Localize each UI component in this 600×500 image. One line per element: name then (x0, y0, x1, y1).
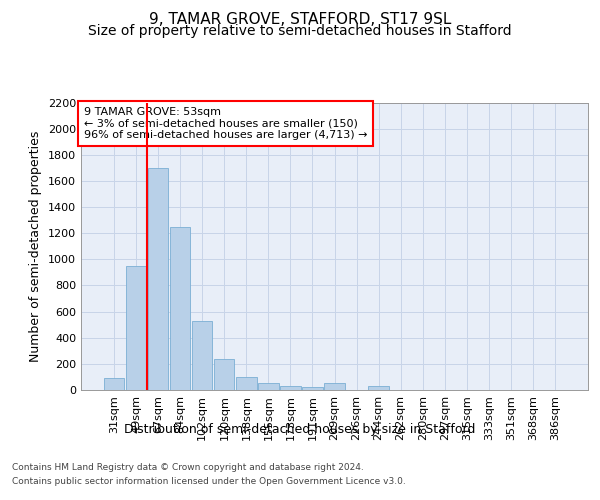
Text: Size of property relative to semi-detached houses in Stafford: Size of property relative to semi-detach… (88, 24, 512, 38)
Text: Contains public sector information licensed under the Open Government Licence v3: Contains public sector information licen… (12, 478, 406, 486)
Bar (104, 378, 124, 390)
Text: Contains HM Land Registry data © Crown copyright and database right 2024.: Contains HM Land Registry data © Crown c… (12, 462, 364, 471)
Bar (236, 377, 257, 390)
Bar (214, 358, 235, 390)
Bar (148, 168, 169, 390)
Bar (368, 386, 389, 390)
Bar (170, 226, 190, 390)
Bar (126, 266, 146, 390)
Bar (280, 386, 301, 390)
Text: Distribution of semi-detached houses by size in Stafford: Distribution of semi-detached houses by … (124, 422, 476, 436)
Text: 9, TAMAR GROVE, STAFFORD, ST17 9SL: 9, TAMAR GROVE, STAFFORD, ST17 9SL (149, 12, 451, 28)
Y-axis label: Number of semi-detached properties: Number of semi-detached properties (29, 130, 43, 362)
Bar (302, 388, 323, 390)
Bar (192, 320, 212, 390)
Bar (325, 384, 344, 390)
Text: 9 TAMAR GROVE: 53sqm
← 3% of semi-detached houses are smaller (150)
96% of semi-: 9 TAMAR GROVE: 53sqm ← 3% of semi-detach… (83, 107, 367, 140)
Bar (258, 384, 278, 390)
